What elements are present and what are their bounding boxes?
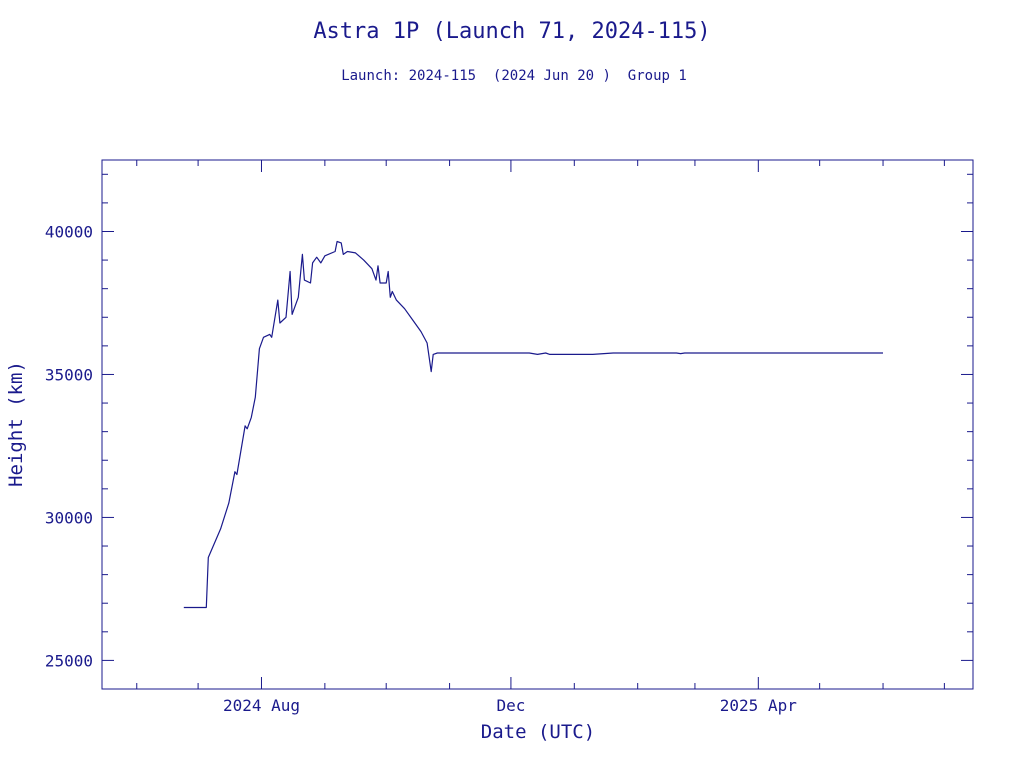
x-tick-label: Dec	[496, 696, 525, 715]
chart-subtitle: Launch: 2024-115 (2024 Jun 20 ) Group 1	[341, 68, 687, 84]
x-tick-label: 2025 Apr	[720, 696, 797, 715]
x-tick-label: 2024 Aug	[223, 696, 300, 715]
height-series-line	[183, 240, 883, 609]
y-tick-label: 35000	[45, 365, 93, 384]
chart-title: Astra 1P (Launch 71, 2024-115)	[313, 19, 710, 44]
y-axis-label: Height (km)	[5, 361, 27, 487]
x-axis-label: Date (UTC)	[481, 721, 595, 743]
plot-frame	[101, 159, 974, 690]
y-axis: 25000 30000 35000 40000	[45, 173, 973, 690]
y-tick-label: 30000	[45, 508, 93, 527]
x-axis: 2024 Aug Dec 2025 Apr	[136, 160, 945, 715]
y-tick-label: 25000	[45, 651, 93, 670]
y-tick-label: 40000	[45, 222, 93, 241]
